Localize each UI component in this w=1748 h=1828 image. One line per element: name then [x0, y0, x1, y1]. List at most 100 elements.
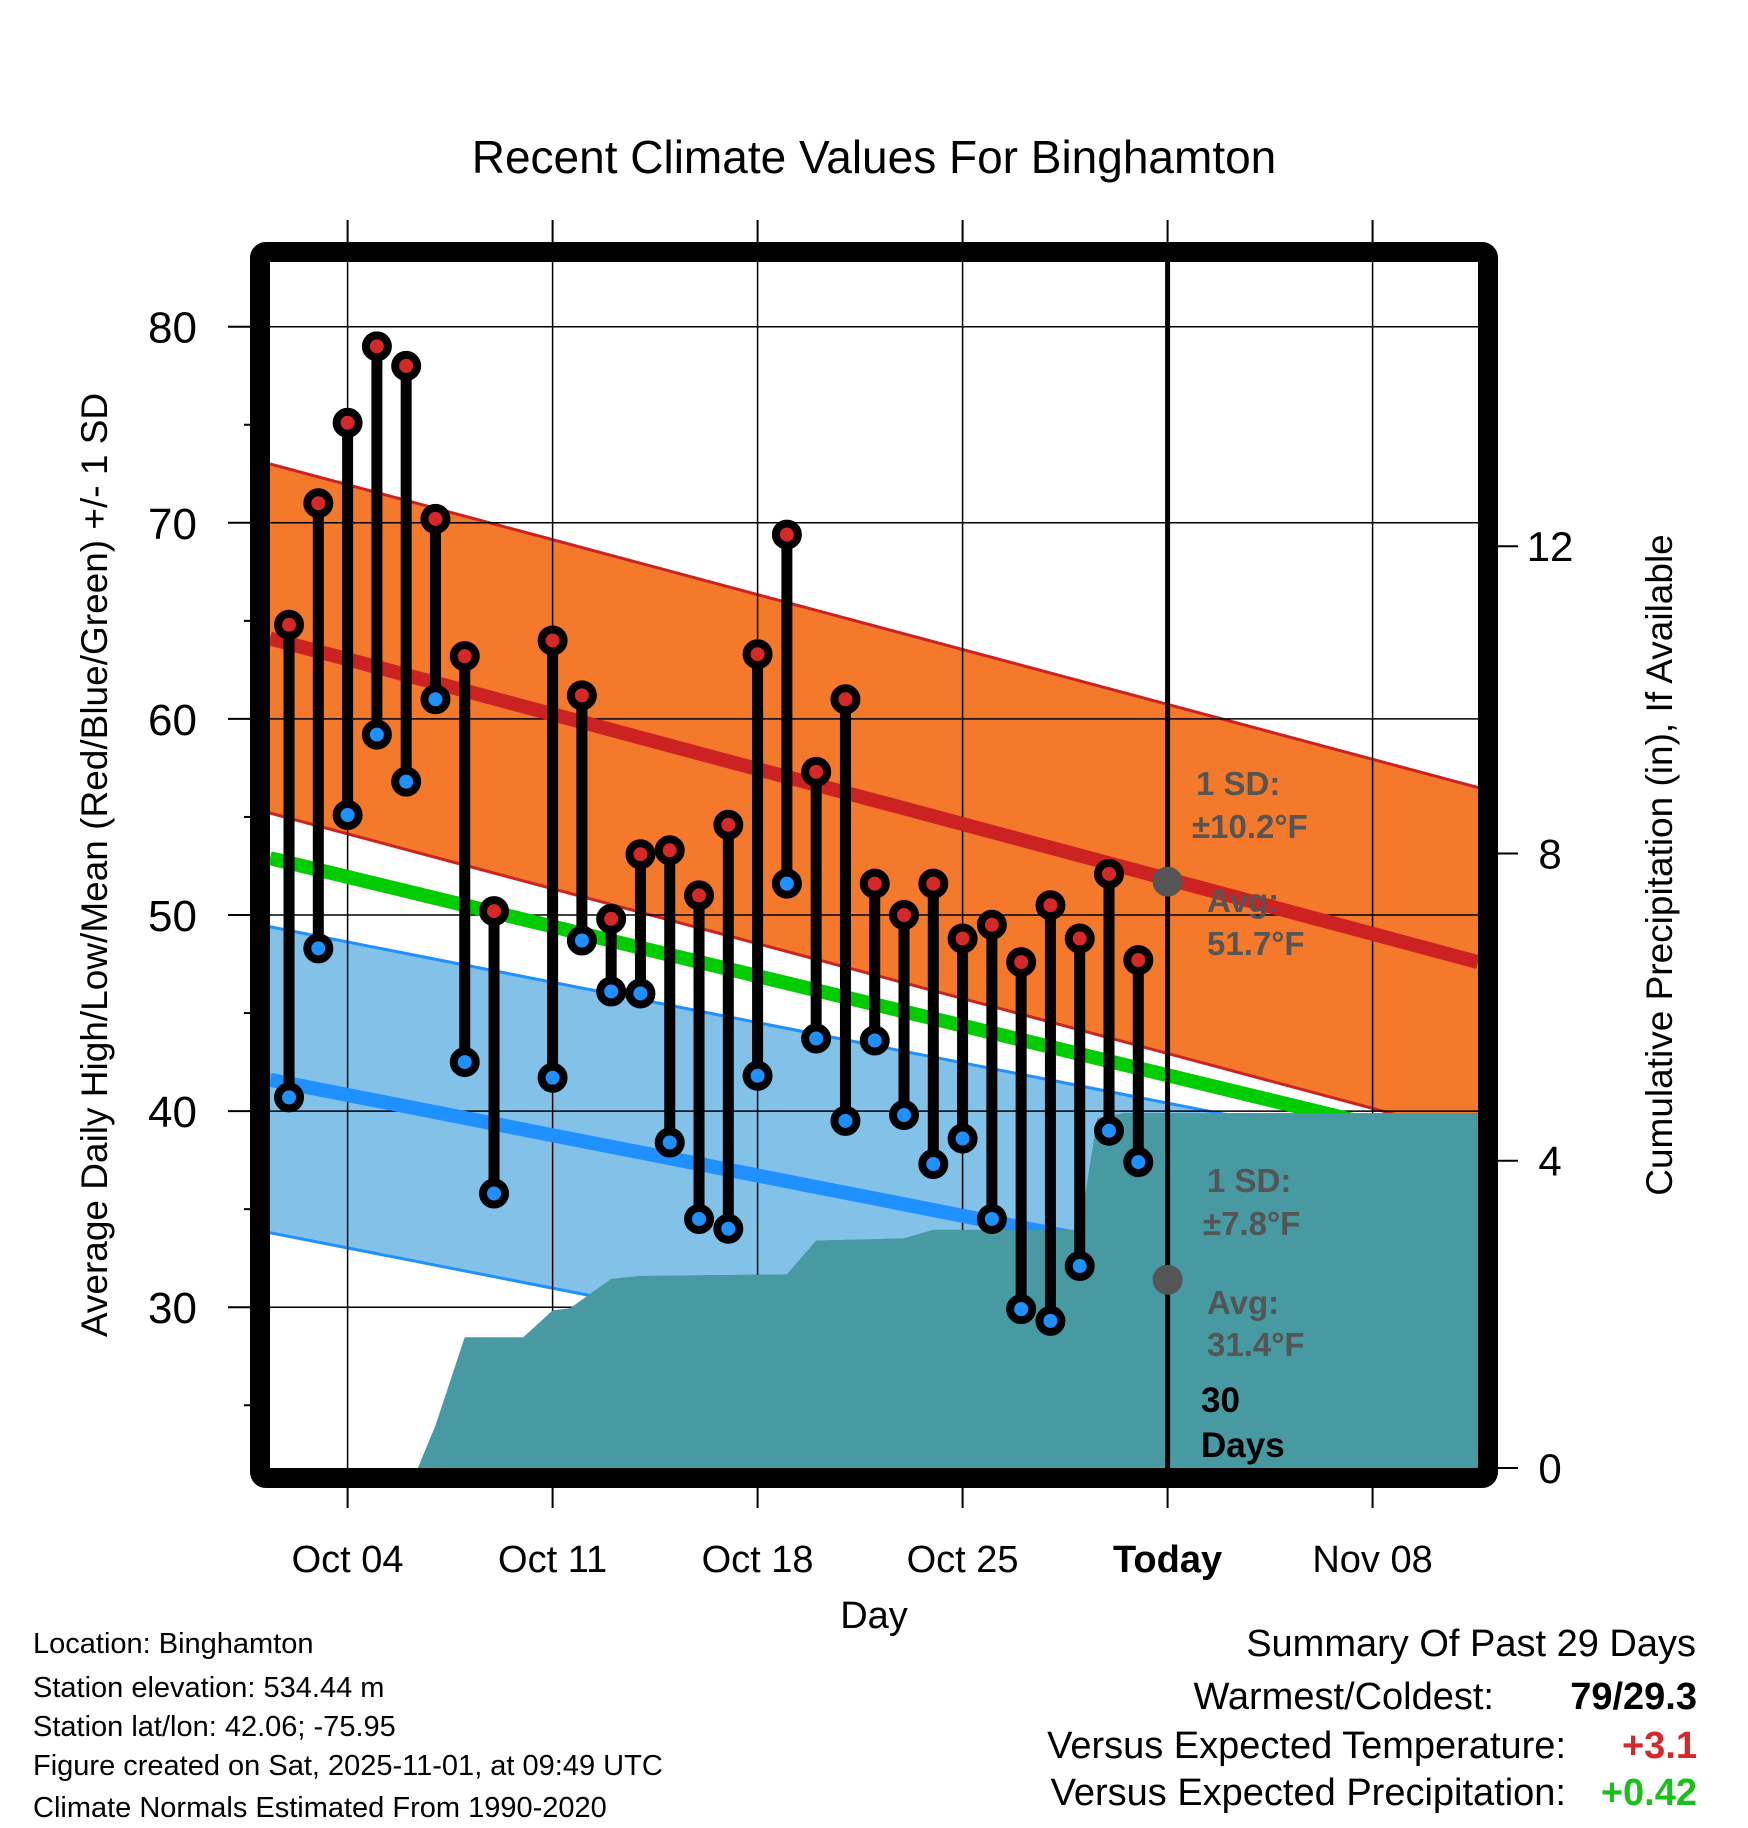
low-marker	[537, 1062, 568, 1093]
daily-record	[566, 680, 597, 956]
info-elevation: Station elevation: 534.44 m	[33, 1672, 384, 1704]
high-marker	[1094, 858, 1125, 889]
daily-record	[449, 641, 480, 1078]
low-marker	[742, 1060, 773, 1091]
low-marker	[771, 868, 802, 899]
daily-record	[303, 488, 334, 964]
high-marker	[889, 900, 920, 931]
low-marker	[420, 684, 451, 715]
high-marker	[654, 835, 685, 866]
low-marker	[391, 766, 422, 797]
daily-record	[420, 503, 451, 715]
y-tick-label: 30	[148, 1284, 197, 1333]
precip-vs-expected-value: +0.42	[1601, 1772, 1697, 1814]
low-marker	[801, 1023, 832, 1054]
y2-axis-label: Cumulative Precipitation (in), If Availa…	[1639, 534, 1680, 1196]
axes: 30 40 50 60 70 80 0 4 8 12 Oct 04 Oct 11 Oct 18 Oct 2…	[148, 220, 1573, 1581]
high-marker	[713, 809, 744, 840]
daily-record	[976, 909, 1007, 1234]
low-avg-value: 31.4°F	[1207, 1326, 1305, 1363]
high-avg-label: Avg:	[1207, 882, 1279, 919]
low-annotations: 1 SD: ±7.8°F Avg: 31.4°F	[1203, 1162, 1305, 1363]
high-marker	[566, 680, 597, 711]
daily-record	[1123, 945, 1154, 1178]
info-normals: Climate Normals Estimated From 1990-2020	[33, 1792, 607, 1824]
high-marker	[391, 350, 422, 381]
high-marker	[449, 641, 480, 672]
high-avg-today-dot	[1152, 866, 1183, 897]
daily-record	[391, 350, 422, 797]
high-marker	[361, 331, 392, 362]
high-marker	[918, 868, 949, 899]
low-marker	[596, 976, 627, 1007]
x-axis-label: Day	[840, 1595, 908, 1637]
daily-record	[1064, 923, 1095, 1282]
low-marker	[361, 719, 392, 750]
low-marker	[713, 1213, 744, 1244]
daily-record	[771, 519, 802, 899]
summary-block: Summary Of Past 29 Days Warmest/Coldest:…	[1047, 1623, 1697, 1814]
low-marker	[303, 933, 334, 964]
info-latlon: Station lat/lon: 42.06; -75.95	[33, 1711, 396, 1743]
summary-title: Summary Of Past 29 Days	[1246, 1623, 1696, 1665]
high-marker	[596, 903, 627, 934]
low-marker	[1064, 1251, 1095, 1282]
y-tick-label: 80	[148, 304, 197, 353]
low-marker	[1035, 1305, 1066, 1336]
daily-record	[654, 835, 685, 1158]
high-marker	[303, 488, 334, 519]
low-marker	[976, 1203, 1007, 1234]
daily-record	[918, 868, 949, 1180]
x-tick-label: Oct 18	[702, 1539, 814, 1581]
high-marker	[801, 756, 832, 787]
high-marker	[830, 684, 861, 715]
low-marker	[684, 1203, 715, 1234]
daily-record	[1094, 858, 1125, 1146]
high-marker	[1006, 947, 1037, 978]
low-marker	[1094, 1115, 1125, 1146]
daily-marks	[274, 331, 1154, 1336]
low-marker	[274, 1082, 305, 1113]
high-marker	[859, 868, 890, 899]
daily-record	[596, 903, 627, 1007]
plot-frame	[250, 242, 1498, 1488]
daily-record	[1035, 890, 1066, 1336]
high-marker	[274, 609, 305, 640]
low-marker	[830, 1105, 861, 1136]
daily-record	[859, 868, 890, 1056]
low-marker	[1123, 1147, 1154, 1178]
y-axis-label: Average Daily High/Low/Mean (Red/Blue/Gr…	[74, 393, 115, 1337]
y2-tick-label: 12	[1527, 523, 1574, 570]
high-marker	[684, 880, 715, 911]
high-marker	[420, 503, 451, 534]
station-info: Location: Binghamton Station elevation: …	[33, 1628, 663, 1824]
high-marker	[625, 839, 656, 870]
y2-tick-label: 8	[1538, 830, 1561, 877]
window-days-label: Days	[1201, 1426, 1285, 1465]
y-tick-label: 70	[148, 500, 197, 549]
low-marker	[859, 1025, 890, 1056]
low-avg-label: Avg:	[1207, 1284, 1279, 1321]
daily-record	[742, 639, 773, 1091]
x-tick-label: Oct 11	[498, 1539, 607, 1581]
low-marker	[479, 1178, 510, 1209]
daily-record	[332, 407, 363, 830]
high-marker	[1123, 945, 1154, 976]
info-location: Location: Binghamton	[33, 1628, 314, 1660]
y2-tick-label: 4	[1538, 1138, 1561, 1185]
low-marker	[918, 1149, 949, 1180]
warmest-coldest-label: Warmest/Coldest:	[1193, 1676, 1494, 1718]
daily-record	[889, 900, 920, 1131]
x-tick-label: Nov 08	[1312, 1539, 1432, 1581]
daily-record	[684, 880, 715, 1234]
low-marker	[1006, 1294, 1037, 1325]
high-annotations: 1 SD: ±10.2°F Avg: 51.7°F	[1192, 765, 1308, 962]
high-marker	[479, 896, 510, 927]
low-sd-label: 1 SD:	[1207, 1162, 1291, 1199]
low-marker	[449, 1047, 480, 1078]
low-marker	[566, 925, 597, 956]
y-tick-label: 60	[148, 696, 197, 745]
x-tick-label: Today	[1113, 1539, 1222, 1581]
precipitation-fill	[417, 1113, 1478, 1468]
high-marker	[771, 519, 802, 550]
